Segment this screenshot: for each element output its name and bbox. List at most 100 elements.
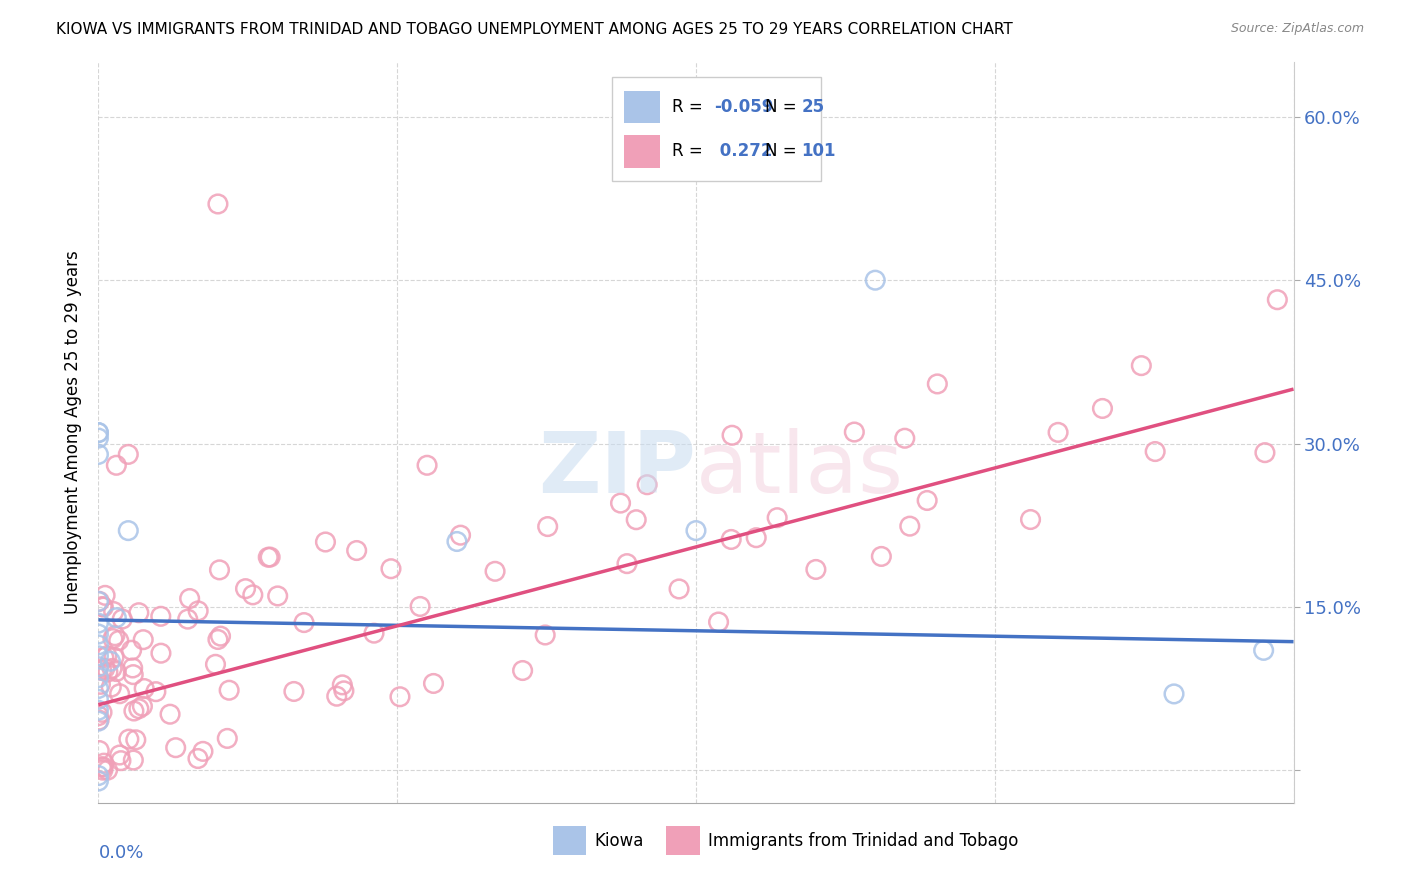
- Point: [844, 425, 866, 439]
- Point: [125, 732, 148, 747]
- Point: [128, 702, 150, 716]
- Text: KIOWA VS IMMIGRANTS FROM TRINIDAD AND TOBAGO UNEMPLOYMENT AMONG AGES 25 TO 29 YE: KIOWA VS IMMIGRANTS FROM TRINIDAD AND TO…: [56, 22, 1012, 37]
- Point: [122, 667, 145, 681]
- Point: [87, 768, 110, 782]
- Point: [870, 549, 893, 564]
- Point: [103, 605, 125, 619]
- Point: [217, 731, 239, 746]
- Point: [104, 629, 127, 643]
- Point: [94, 661, 117, 675]
- Point: [122, 753, 145, 767]
- Point: [117, 524, 139, 538]
- Point: [87, 627, 110, 641]
- Point: [208, 563, 231, 577]
- Point: [159, 707, 181, 722]
- Point: [101, 632, 124, 646]
- Point: [894, 431, 917, 445]
- Point: [101, 661, 124, 675]
- Point: [1047, 425, 1070, 440]
- Point: [1265, 293, 1288, 307]
- Point: [177, 612, 200, 626]
- Point: [257, 550, 280, 565]
- Point: [149, 646, 172, 660]
- Point: [1144, 444, 1167, 458]
- Text: N =: N =: [765, 143, 803, 161]
- Point: [721, 428, 744, 442]
- Point: [1253, 643, 1275, 657]
- Point: [105, 611, 128, 625]
- Point: [111, 612, 134, 626]
- Point: [915, 493, 938, 508]
- Point: [292, 615, 315, 630]
- Point: [267, 589, 290, 603]
- Bar: [624, 135, 661, 168]
- Point: [98, 654, 122, 668]
- Point: [626, 513, 648, 527]
- Point: [259, 550, 281, 565]
- Point: [87, 692, 110, 706]
- Point: [91, 599, 114, 614]
- Text: -0.059: -0.059: [714, 98, 773, 116]
- Point: [242, 588, 264, 602]
- Point: [87, 671, 110, 685]
- Point: [235, 582, 257, 596]
- Point: [117, 447, 139, 461]
- Point: [94, 588, 117, 602]
- Point: [685, 524, 707, 538]
- Point: [668, 582, 690, 596]
- Point: [187, 751, 209, 765]
- Point: [87, 425, 110, 440]
- Bar: [613, 78, 821, 181]
- Point: [87, 616, 110, 631]
- Point: [380, 562, 402, 576]
- Point: [89, 594, 111, 608]
- Point: [110, 754, 132, 768]
- Point: [90, 760, 112, 774]
- Point: [1091, 401, 1114, 416]
- Point: [804, 562, 827, 576]
- Point: [97, 665, 120, 679]
- Point: [87, 659, 110, 673]
- Point: [87, 431, 110, 445]
- Point: [534, 628, 557, 642]
- Point: [1254, 445, 1277, 459]
- Point: [707, 615, 730, 629]
- Point: [131, 699, 153, 714]
- Point: [87, 681, 110, 696]
- Bar: [624, 91, 661, 123]
- Point: [927, 376, 949, 391]
- Point: [100, 680, 122, 694]
- Bar: [553, 827, 586, 855]
- Text: 25: 25: [801, 98, 824, 116]
- Point: [209, 629, 232, 643]
- Point: [87, 703, 110, 717]
- Point: [108, 747, 131, 762]
- Point: [218, 683, 240, 698]
- Point: [93, 756, 115, 771]
- Point: [191, 744, 214, 758]
- Point: [93, 650, 115, 665]
- Point: [107, 633, 129, 648]
- Point: [745, 531, 768, 545]
- Point: [616, 557, 638, 571]
- Point: [118, 732, 141, 747]
- Point: [363, 626, 385, 640]
- Point: [314, 535, 336, 549]
- Point: [108, 687, 131, 701]
- Point: [105, 665, 128, 679]
- Text: Source: ZipAtlas.com: Source: ZipAtlas.com: [1230, 22, 1364, 36]
- Point: [330, 678, 353, 692]
- Point: [91, 760, 114, 774]
- Point: [149, 609, 172, 624]
- Point: [87, 447, 110, 461]
- Point: [179, 591, 201, 606]
- Text: Immigrants from Trinidad and Tobago: Immigrants from Trinidad and Tobago: [709, 831, 1018, 849]
- Point: [87, 774, 110, 789]
- Point: [333, 683, 356, 698]
- Point: [187, 604, 209, 618]
- Point: [204, 657, 226, 672]
- Point: [446, 534, 468, 549]
- Point: [89, 677, 111, 691]
- Point: [87, 708, 110, 723]
- Point: [326, 690, 349, 704]
